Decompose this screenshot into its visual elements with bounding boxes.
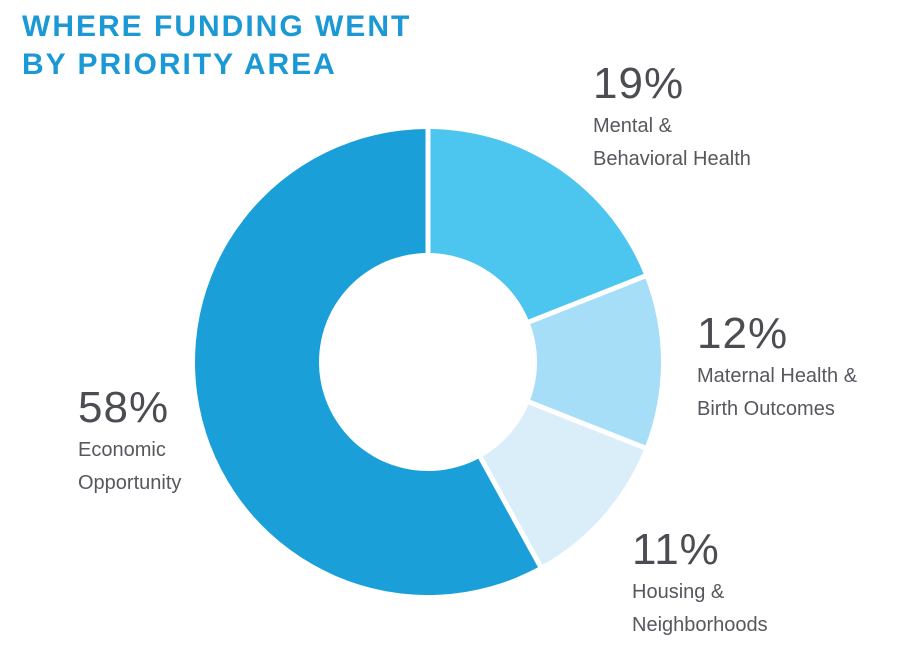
slice-divider: [525, 272, 649, 326]
slice-percent: 12%: [697, 309, 789, 358]
slice-callout-mental-behavioral-health: 19% Mental & Behavioral Health: [593, 60, 751, 176]
slice-divider: [525, 398, 649, 452]
slice-percent: 11%: [632, 525, 720, 574]
slice-callout-housing-neighborhoods: 11% Housing & Neighborhoods: [632, 526, 768, 642]
slice-label: Mental & Behavioral Health: [593, 115, 751, 170]
slice-label: Economic Opportunity: [78, 439, 182, 494]
donut-slice-economic-opportunity: [195, 128, 541, 595]
slice-divider: [476, 453, 544, 571]
slice-percent: 19%: [593, 59, 685, 108]
page-title-line-1: WHERE FUNDING WENT: [22, 10, 412, 43]
slice-percent: 58%: [78, 383, 170, 432]
donut-slice-maternal-health-birth-outcomes: [529, 276, 661, 448]
donut-slice-housing-neighborhoods: [480, 402, 645, 567]
page-title-line-2: BY PRIORITY AREA: [22, 48, 337, 81]
slice-callout-maternal-health-birth-outcomes: 12% Maternal Health & Birth Outcomes: [697, 310, 857, 426]
slice-label: Maternal Health & Birth Outcomes: [697, 365, 858, 420]
slice-label: Housing & Neighborhoods: [632, 581, 768, 636]
donut-slice-mental-behavioral-health: [428, 129, 645, 322]
slice-callout-economic-opportunity: 58% Economic Opportunity: [78, 384, 181, 500]
page-title: WHERE FUNDING WENT BY PRIORITY AREA: [22, 8, 411, 84]
